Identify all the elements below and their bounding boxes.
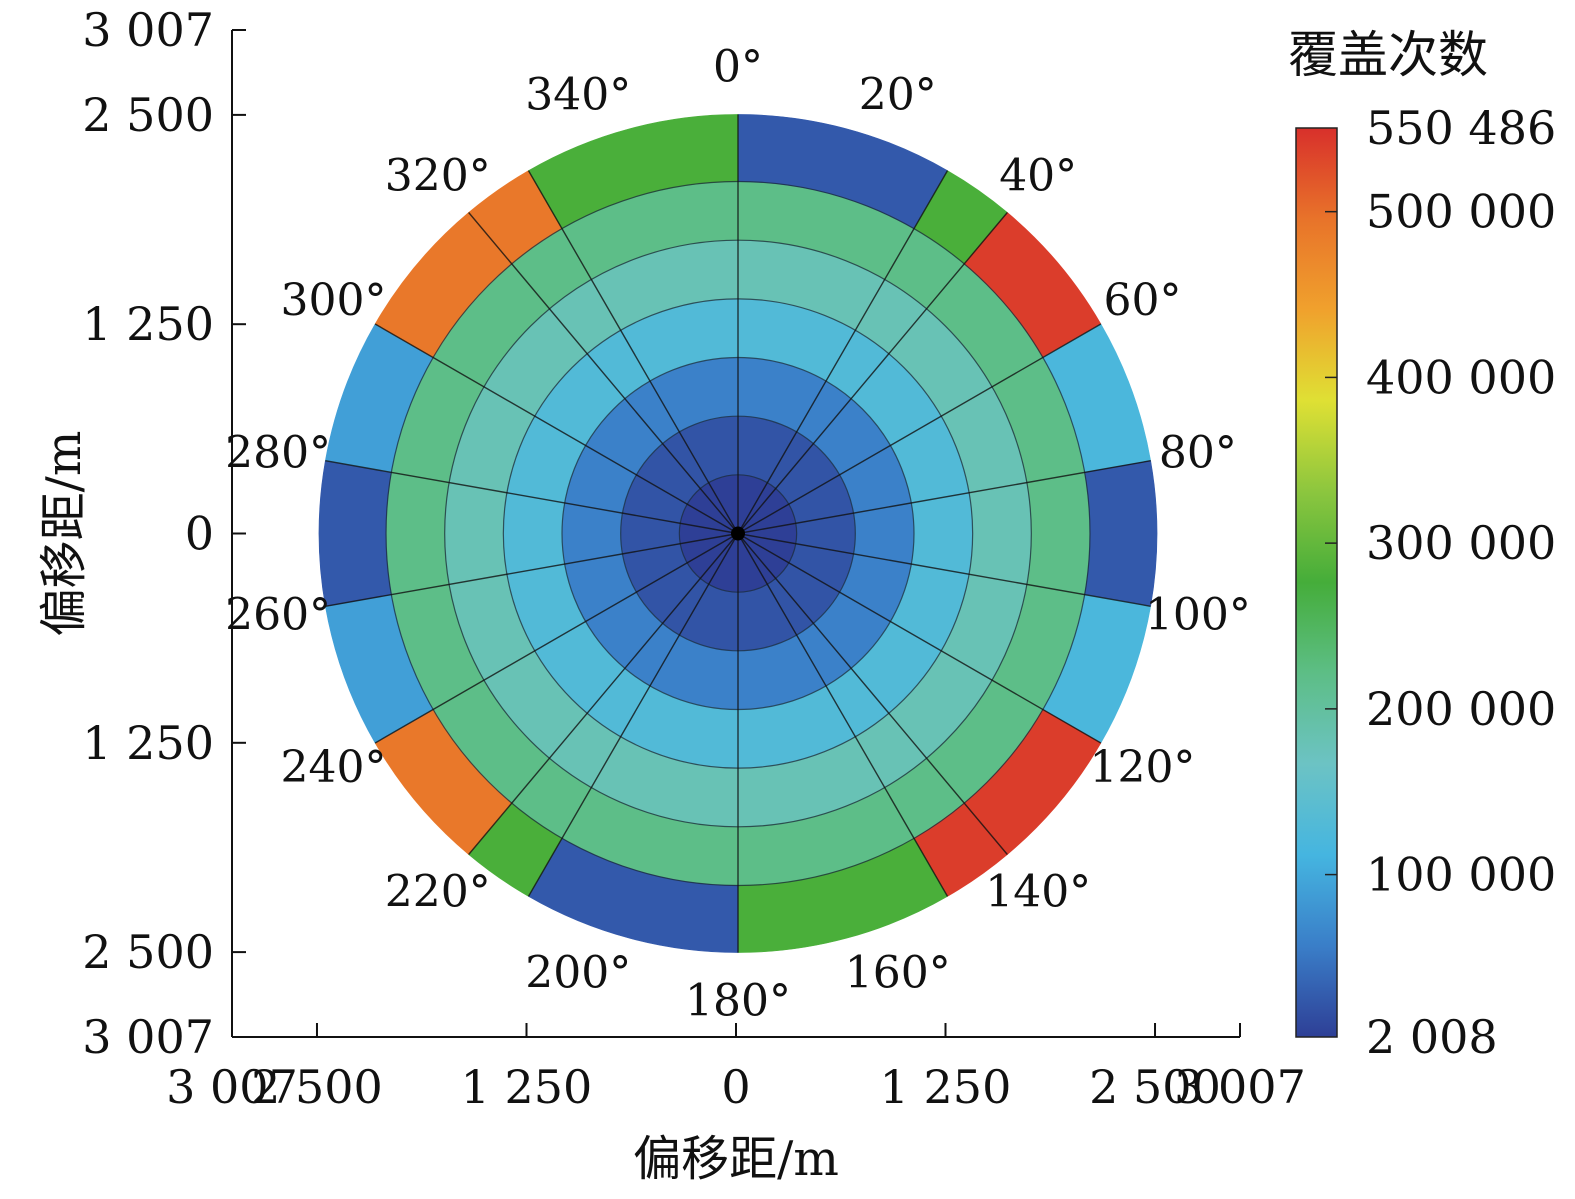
azimuth-label: 200° [525,947,631,998]
x-tick-label: 3 007 [166,1060,298,1114]
x-tick-label: 3 007 [1174,1060,1306,1114]
azimuth-spoke [374,323,739,535]
azimuth-spoke [737,532,1151,607]
coverage-cell [385,472,450,595]
coverage-cells [318,114,1158,953]
azimuth-spoke [468,533,739,855]
azimuth-spoke [737,323,1102,535]
y-tick-label: 3 007 [82,3,214,57]
coverage-cell [503,492,566,575]
y-tick-label: 3 007 [82,1010,214,1064]
azimuth-label: 280° [225,427,331,478]
colorbar-bar [1295,127,1338,1038]
y-tick-label: 1 250 [82,716,214,770]
y-axis-title: 偏移距/m [36,431,92,637]
center-dot [731,526,745,541]
azimuth-label: 240° [281,742,387,793]
azimuth-label: 180° [685,976,791,1027]
y-tick-label: 2 500 [82,88,214,142]
azimuth-label: 140° [985,866,1091,917]
azimuth-spoke [737,533,949,897]
azimuth-label: 60° [1103,275,1181,326]
colorbar-tick-label: 400 000 [1366,350,1556,404]
azimuth-label: 0° [713,41,763,92]
colorbar-tick-label: 550 486 [1366,101,1556,155]
azimuth-spoke [468,212,739,534]
coverage-cell [318,460,392,607]
polar-grid [325,114,1151,953]
coverage-cell [1084,460,1158,607]
azimuth-label: 300° [281,275,387,326]
azimuth-spoke [325,532,739,607]
x-tick-label: 2 500 [1089,1060,1221,1114]
colorbar-tick-label: 2 008 [1366,1010,1498,1064]
azimuth-label: 100° [1145,590,1251,641]
azimuth-spoke [737,532,1102,744]
colorbar-tick-label: 100 000 [1366,848,1556,902]
coverage-cell [968,482,1032,585]
colorbar-tick-label: 200 000 [1366,682,1556,736]
azimuth-label: 320° [385,151,491,202]
colorbar: 550 486 500 000 400 000 300 000 200 000 100 0… [1288,26,1556,1064]
azimuth-label: 40° [999,151,1077,202]
azimuth-spoke [325,460,739,535]
x-tick-label: 2 500 [251,1060,383,1114]
colorbar-title: 覆盖次数 [1288,26,1488,84]
coverage-cell [1026,472,1091,595]
azimuth-spoke [527,533,739,897]
colorbar-tick-label: 500 000 [1366,185,1556,239]
x-axis-title: 偏移距/m [633,1131,839,1187]
azimuth-spoke [527,170,739,534]
azimuth-label: 160° [845,947,951,998]
azimuth-spoke [737,212,1008,534]
azimuth-labels: 0° 20° 40° 60° 80° 100° 120° 140° 160° 180° 200° 22… [225,41,1251,1026]
azimuth-label: 80° [1159,427,1237,478]
y-tick-label: 1 250 [82,297,214,351]
coverage-cell [910,492,973,575]
x-tick-label: 1 250 [880,1060,1012,1114]
azimuth-label: 340° [525,70,631,121]
azimuth-spoke [737,533,1008,855]
coverage-cell [444,482,508,585]
x-tick-label: 0 [721,1060,750,1114]
colorbar-tick-label: 300 000 [1366,516,1556,570]
x-tick-label: 1 250 [461,1060,593,1114]
azimuth-label: 120° [1089,742,1195,793]
azimuth-label: 220° [385,866,491,917]
azimuth-label: 20° [859,70,937,121]
azimuth-spoke [374,532,739,744]
y-tick-label: 0 [185,507,214,561]
azimuth-spoke [737,170,949,534]
azimuth-label: 260° [225,590,331,641]
y-tick-label: 2 500 [82,925,214,979]
azimuth-spoke [737,460,1151,535]
